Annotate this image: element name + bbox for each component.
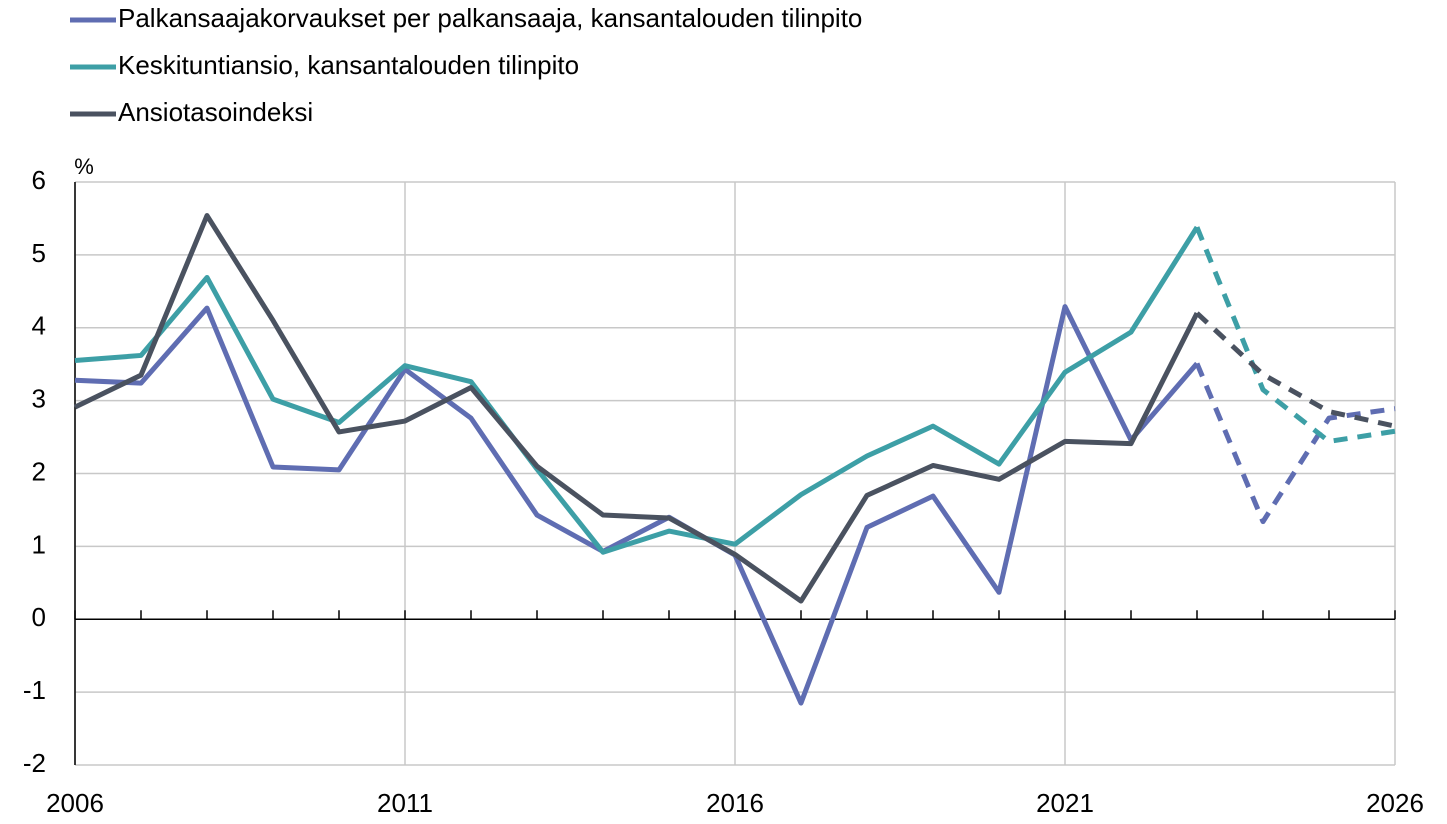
x-tick-label: 2021 [1036,788,1094,818]
y-tick-label: 4 [32,311,46,341]
y-tick-label: -1 [23,675,46,705]
y-tick-label: 0 [32,602,46,632]
y-tick-label: 3 [32,384,46,414]
y-axis-label: % [74,154,94,179]
legend-label: Palkansaajakorvaukset per palkansaaja, k… [118,3,862,33]
y-tick-label: 6 [32,165,46,195]
legend-label: Ansiotasoindeksi [118,97,313,127]
y-tick-label: 5 [32,238,46,268]
x-tick-label: 2026 [1366,788,1424,818]
series-line [74,304,1199,706]
y-tick-label: 1 [32,529,46,559]
y-tick-label: -2 [23,748,46,778]
x-tick-label: 2006 [46,788,104,818]
forecast-line [1195,311,1396,429]
series-line [74,225,1200,555]
y-tick-label: 2 [32,456,46,486]
x-tick-label: 2016 [706,788,764,818]
legend-label: Keskituntiansio, kansantalouden tilinpit… [118,50,579,80]
forecast-line [1194,362,1396,525]
series-line [73,213,1200,604]
x-tick-label: 2011 [377,788,433,818]
forecast-line [1194,226,1396,444]
